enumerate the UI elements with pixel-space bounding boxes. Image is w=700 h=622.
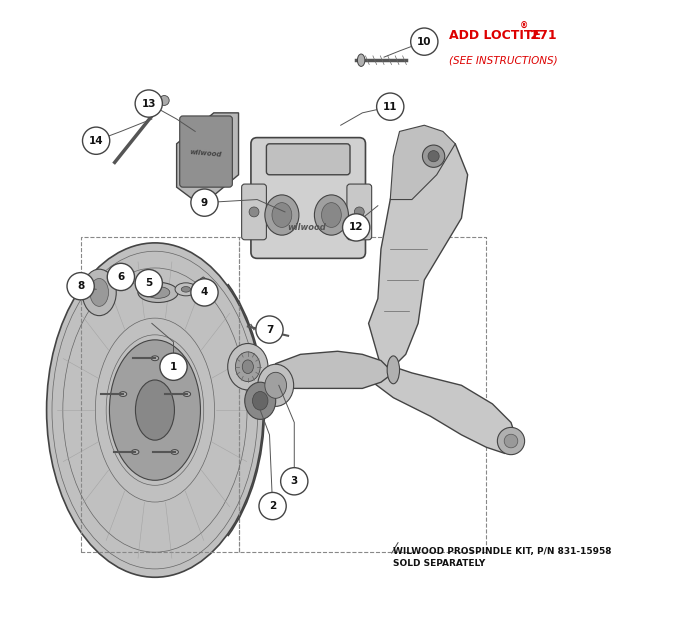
Polygon shape [369, 144, 468, 367]
Text: 8: 8 [77, 281, 84, 291]
Circle shape [498, 427, 524, 455]
FancyBboxPatch shape [251, 137, 365, 258]
Circle shape [259, 493, 286, 519]
Text: 10: 10 [417, 37, 432, 47]
Circle shape [67, 272, 94, 300]
Ellipse shape [109, 340, 200, 480]
Ellipse shape [265, 195, 299, 235]
Text: 5: 5 [145, 278, 153, 288]
Circle shape [160, 353, 187, 380]
Circle shape [191, 279, 218, 306]
Ellipse shape [228, 343, 268, 390]
FancyBboxPatch shape [241, 184, 267, 240]
Ellipse shape [82, 269, 116, 315]
Ellipse shape [258, 364, 294, 406]
Text: 4: 4 [201, 287, 208, 297]
Text: WILWOOD PROSPINDLE KIT, P/N 831-15958: WILWOOD PROSPINDLE KIT, P/N 831-15958 [393, 547, 612, 555]
Ellipse shape [358, 54, 365, 67]
Text: 11: 11 [383, 101, 398, 112]
Circle shape [411, 28, 438, 55]
Text: 12: 12 [349, 223, 363, 233]
Text: SOLD SEPARATELY: SOLD SEPARATELY [393, 559, 486, 568]
Text: 1: 1 [170, 362, 177, 372]
Circle shape [135, 269, 162, 297]
Circle shape [342, 214, 370, 241]
Ellipse shape [314, 195, 349, 235]
Text: 271: 271 [526, 29, 557, 42]
Ellipse shape [242, 360, 253, 374]
FancyBboxPatch shape [180, 116, 232, 187]
Text: 2: 2 [269, 501, 276, 511]
Text: wilwood: wilwood [190, 149, 222, 157]
Ellipse shape [387, 356, 400, 384]
Circle shape [160, 96, 169, 105]
Polygon shape [270, 351, 393, 388]
Ellipse shape [135, 380, 174, 440]
Text: 9: 9 [201, 198, 208, 208]
Polygon shape [369, 367, 517, 453]
Circle shape [135, 90, 162, 117]
Ellipse shape [175, 283, 197, 296]
Ellipse shape [265, 373, 286, 398]
Text: ADD LOCTITE: ADD LOCTITE [449, 29, 541, 42]
Ellipse shape [253, 391, 268, 410]
Circle shape [107, 263, 134, 290]
Text: 14: 14 [89, 136, 104, 146]
Ellipse shape [138, 282, 178, 302]
FancyBboxPatch shape [267, 144, 350, 175]
Ellipse shape [235, 352, 260, 381]
Ellipse shape [181, 287, 190, 292]
Circle shape [428, 151, 439, 162]
Ellipse shape [321, 203, 342, 228]
Ellipse shape [47, 243, 263, 577]
Polygon shape [197, 277, 209, 292]
Text: 3: 3 [290, 476, 298, 486]
Circle shape [422, 145, 444, 167]
Circle shape [249, 207, 259, 217]
Ellipse shape [171, 450, 178, 455]
Polygon shape [390, 125, 455, 200]
Circle shape [354, 207, 364, 217]
Ellipse shape [151, 356, 159, 361]
Ellipse shape [119, 392, 127, 396]
Circle shape [191, 189, 218, 216]
Text: wilwood: wilwood [287, 223, 326, 232]
Text: 13: 13 [141, 98, 156, 109]
Circle shape [377, 93, 404, 120]
Text: ®: ® [520, 22, 528, 30]
Ellipse shape [132, 450, 139, 455]
Text: (SEE INSTRUCTIONS): (SEE INSTRUCTIONS) [449, 55, 558, 65]
Ellipse shape [90, 279, 108, 307]
Circle shape [281, 468, 308, 495]
Circle shape [504, 434, 518, 448]
Text: 6: 6 [118, 272, 125, 282]
Text: 7: 7 [266, 325, 273, 335]
Polygon shape [176, 113, 239, 206]
Circle shape [83, 127, 110, 154]
Ellipse shape [146, 287, 170, 299]
Circle shape [256, 316, 283, 343]
FancyBboxPatch shape [347, 184, 372, 240]
Ellipse shape [183, 392, 190, 396]
Ellipse shape [272, 203, 292, 228]
Ellipse shape [245, 382, 276, 419]
